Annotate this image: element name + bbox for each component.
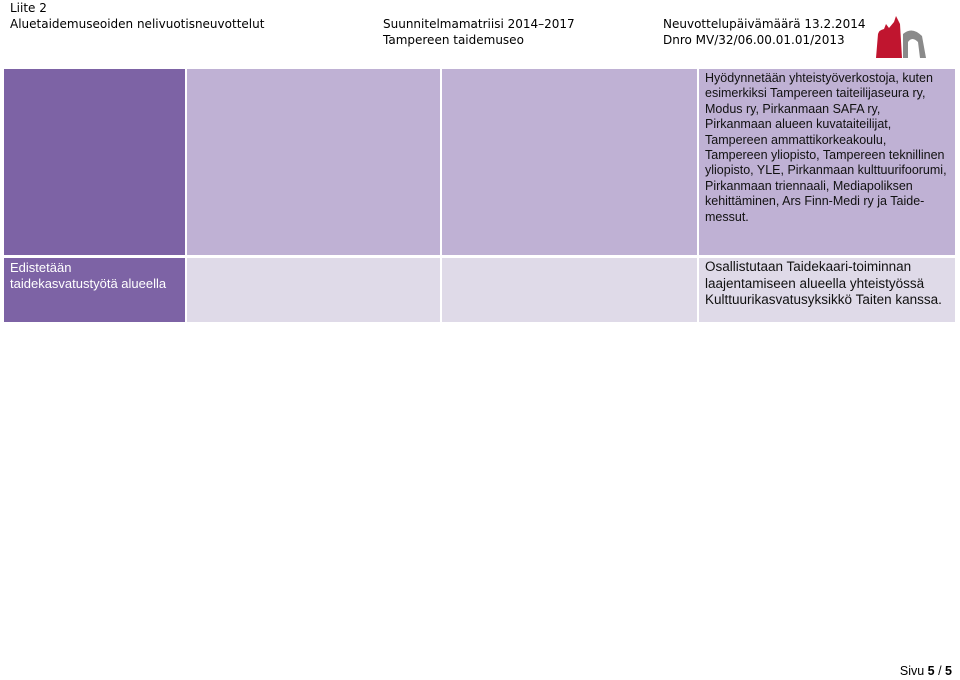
table-cell <box>442 258 697 322</box>
plan-matrix-table: Hyödynnetään yhteistyöverkostoja, kuten … <box>2 66 957 325</box>
header-right: Neuvottelupäivämäärä 13.2.2014 Dnro MV/3… <box>663 16 865 48</box>
cooperation-networks-text: Hyödynnetään yhteistyöverkostoja, kuten … <box>705 71 947 224</box>
row-header-cell: Edistetään taidekasvatustyötä alueella <box>4 258 185 322</box>
table-row: Hyödynnetään yhteistyöverkostoja, kuten … <box>4 69 955 255</box>
row-header-cell <box>4 69 185 255</box>
meeting-date: Neuvottelupäivämäärä 13.2.2014 <box>663 17 866 31</box>
table-cell: Osallistutaan Taidekaari-toiminnan laaje… <box>699 258 955 322</box>
table-cell <box>187 258 440 322</box>
committee-name: Aluetaidemuseoiden nelivuotisneuvottelut <box>10 17 265 31</box>
record-number: Dnro MV/32/06.00.01.01/2013 <box>663 33 845 47</box>
table-cell <box>442 69 697 255</box>
attachment-label: Liite 2 <box>10 1 47 15</box>
art-education-text: Osallistutaan Taidekaari-toiminnan laaje… <box>705 259 942 307</box>
museum-name: Tampereen taidemuseo <box>383 33 524 47</box>
table-cell: Hyödynnetään yhteistyöverkostoja, kuten … <box>699 69 955 255</box>
row-header-label: Edistetään taidekasvatustyötä alueella <box>10 260 167 291</box>
page-number: Sivu 5 / 5 <box>899 664 952 678</box>
museum-logo-icon <box>876 16 926 58</box>
table-row: Edistetään taidekasvatustyötä alueella O… <box>4 258 955 322</box>
table-cell <box>187 69 440 255</box>
plan-title: Suunnitelmamatriisi 2014–2017 <box>383 17 575 31</box>
header-left: Liite 2 Aluetaidemuseoiden nelivuotisneu… <box>10 0 264 32</box>
header-middle: Suunnitelmamatriisi 2014–2017 Tampereen … <box>383 16 575 48</box>
